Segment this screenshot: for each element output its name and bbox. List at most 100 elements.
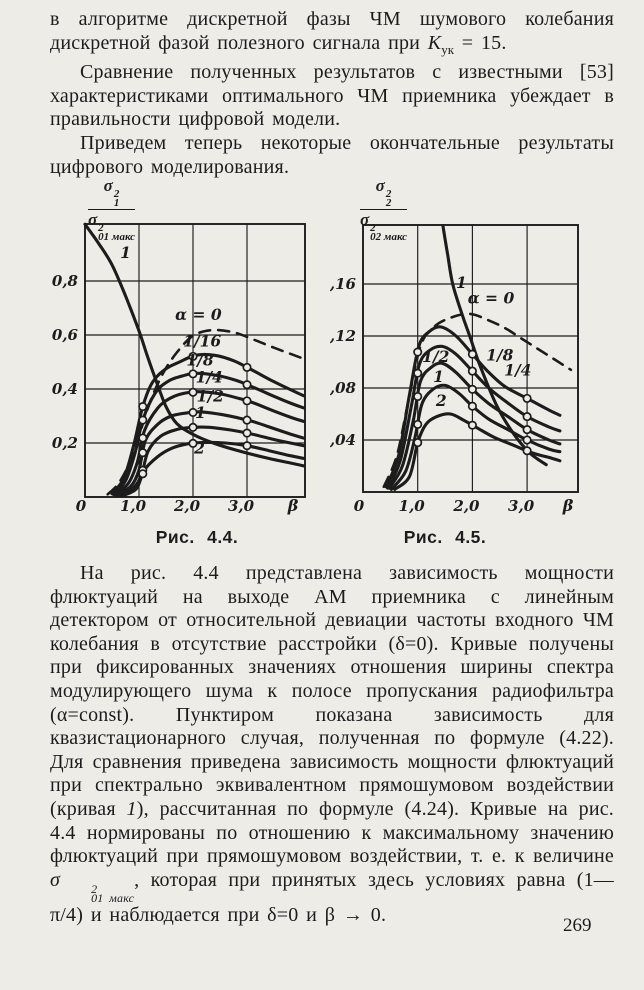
- y-tick-label: 0,2: [52, 434, 78, 452]
- x-tick-label: 1,0: [399, 497, 426, 515]
- curve-label: 1/8: [486, 346, 513, 365]
- top-paragraphs: в алгоритме дискретной фазы ЧМ шумового …: [50, 8, 614, 179]
- curve-label: 1/4: [504, 361, 531, 380]
- fraction-bar: [88, 209, 135, 210]
- data-marker: [522, 412, 532, 422]
- plot-frame: [84, 223, 306, 498]
- figure-caption-4-5: Рис. 4.5.: [403, 527, 487, 547]
- data-marker: [242, 441, 252, 451]
- y-tick-label: 0,8: [52, 272, 79, 290]
- text-run: ), рассчитанная по формуле (4.24). Кривы…: [50, 797, 615, 868]
- chart-4-4: 0,20,40,60,81,0 2,0 3,00 β1α = 01/161/81/41…: [52, 222, 306, 515]
- data-marker: [242, 396, 252, 406]
- data-marker: [188, 387, 198, 397]
- curve-label: 2: [435, 391, 447, 410]
- curve-1/16: [110, 352, 306, 496]
- data-marker: [467, 420, 477, 430]
- x-tick-label: 1,0: [120, 497, 147, 515]
- data-marker: [242, 415, 252, 425]
- data-marker: [138, 433, 148, 443]
- curve-label: 1: [456, 273, 467, 292]
- data-marker: [138, 448, 148, 458]
- data-marker: [413, 419, 423, 429]
- y-tick-label: 0,08: [330, 379, 357, 397]
- data-marker: [138, 402, 148, 412]
- text-run: Сравнение полученных результатов с извес…: [50, 61, 614, 131]
- data-marker: [467, 401, 477, 411]
- curve-label: 2: [193, 438, 205, 457]
- y-tick-label: 0,16: [330, 275, 357, 293]
- figure-4-4: 0,2 0,4 0,6 0,8 1,0 2,0 3,0 0 β 1 α = 0 1/16 1/8 1/4 1…: [40, 176, 330, 528]
- ylabel-denominator: σ 2 01 макс: [88, 210, 135, 243]
- curve-label: 1/16: [183, 332, 221, 351]
- curve-label: 1/8: [186, 351, 213, 370]
- curve-1/8: [111, 371, 306, 496]
- data-marker: [242, 428, 252, 438]
- paragraph: в алгоритме дискретной фазы ЧМ шумового …: [50, 8, 614, 61]
- curve-label: 1/2: [422, 347, 449, 366]
- text-run: ук: [441, 41, 455, 57]
- x-tick-label: 2,0: [173, 497, 201, 515]
- data-marker: [413, 438, 423, 448]
- curve-label: 1: [120, 243, 131, 262]
- formula-sup-sub: 2 01 макс: [91, 881, 135, 906]
- curve-label: α = 0: [468, 289, 515, 308]
- text-run: Приведем теперь некоторые окончательные …: [50, 131, 614, 178]
- x-axis-symbol: β: [287, 496, 299, 515]
- text-run: = 15.: [454, 31, 507, 54]
- data-marker: [188, 422, 198, 432]
- x-axis-symbol: β: [562, 496, 574, 515]
- text-run: К: [427, 31, 442, 54]
- paragraph: Сравнение полученных результатов с извес…: [50, 61, 614, 132]
- text-run: На рис. 4.4 представлена зависимость мощ…: [50, 562, 614, 820]
- origin-label: 0: [76, 497, 87, 515]
- page-number: 269: [563, 915, 592, 936]
- curve-label: 1: [195, 403, 206, 422]
- data-marker: [188, 438, 198, 448]
- origin-label: 0: [354, 497, 365, 515]
- data-marker: [467, 384, 477, 394]
- data-marker: [138, 469, 148, 479]
- y-tick-label: 0,12: [330, 327, 356, 345]
- formula-sigma: σ: [50, 868, 61, 891]
- data-marker: [522, 425, 532, 435]
- data-marker: [188, 407, 198, 417]
- data-marker: [188, 369, 198, 379]
- data-marker: [467, 366, 477, 376]
- data-marker: [413, 391, 423, 402]
- data-marker: [188, 351, 198, 361]
- data-marker: [138, 415, 148, 425]
- curve-1: [83, 222, 306, 468]
- data-marker: [522, 446, 532, 456]
- figure-caption-4-4: Рис. 4.4.: [155, 527, 239, 547]
- curve-label: α = 0: [175, 305, 222, 324]
- y-tick-label: 0,6: [52, 326, 79, 344]
- bottom-paragraphs: На рис. 4.4 представлена зависимость мощ…: [50, 562, 614, 927]
- x-tick-label: 3,0: [228, 497, 255, 515]
- data-marker: [242, 380, 252, 390]
- paragraph: Приведем теперь некоторые окончательные …: [50, 132, 614, 179]
- y-tick-label: 0,04: [330, 431, 356, 449]
- curve-label: 1: [433, 367, 444, 386]
- data-marker: [413, 368, 423, 378]
- data-marker: [522, 393, 532, 403]
- plot-frame: [362, 224, 579, 493]
- data-marker: [242, 362, 252, 372]
- text-run: 1: [126, 797, 137, 820]
- text-run: в алгоритме дискретной фазы ЧМ шумового …: [50, 8, 614, 54]
- y-tick-label: 0,4: [52, 380, 78, 398]
- data-marker: [467, 349, 477, 359]
- curve-label: 1/4: [196, 368, 223, 387]
- x-tick-label: 3,0: [508, 497, 535, 515]
- curve-label: 1/2: [197, 386, 224, 405]
- ylabel-denominator: σ 2 02 макс: [360, 210, 407, 243]
- paragraph: На рис. 4.4 представлена зависимость мощ…: [50, 562, 614, 927]
- x-tick-label: 2,0: [452, 497, 480, 515]
- data-marker: [413, 347, 423, 357]
